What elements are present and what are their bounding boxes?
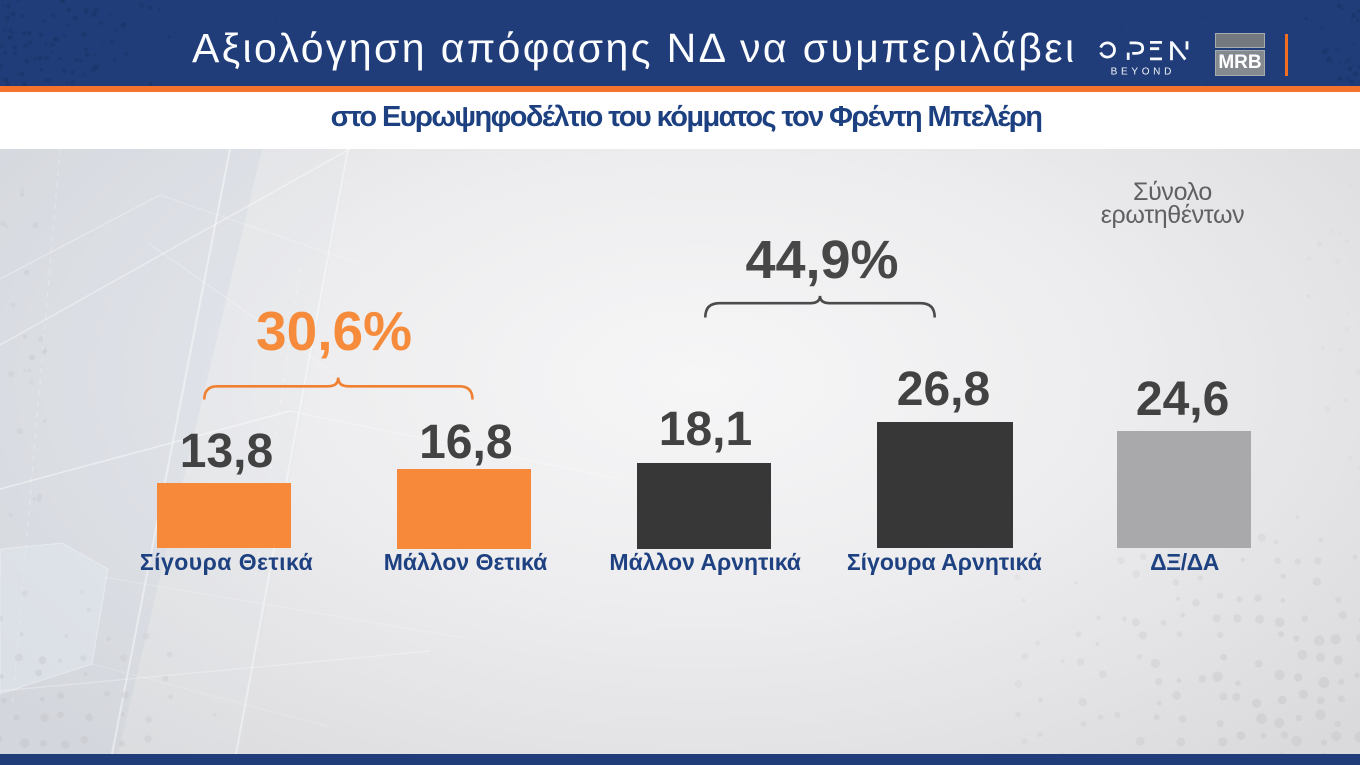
svg-text:BEYOND: BEYOND — [1111, 67, 1175, 78]
